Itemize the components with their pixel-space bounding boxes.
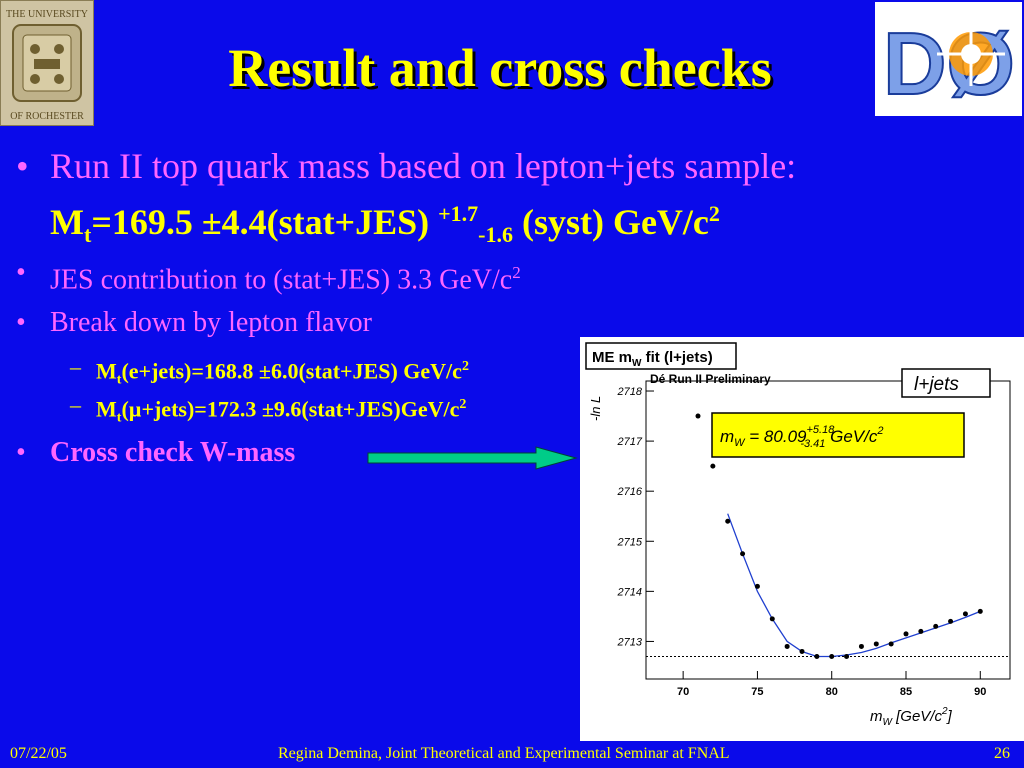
data-point xyxy=(918,628,924,634)
bullet-glyph: • xyxy=(16,307,26,338)
dash-glyph: – xyxy=(70,392,81,417)
e-jets-text: (e+jets)=168.8 ±6.0(stat+JES) GeV/c xyxy=(121,358,462,384)
bullet-run2-text: Run II top quark mass based on lepton+je… xyxy=(50,146,797,186)
x-tick-label: 70 xyxy=(677,686,689,698)
w-mass-fit-chart: 2718 2717 2716 2715 2714 2713 90 85 80 75 70 ME mW… xyxy=(585,342,1011,728)
footer-page-number: 26 xyxy=(994,745,1010,762)
data-point xyxy=(784,643,790,649)
bullet-cross-check: • Cross check W-mass xyxy=(16,436,296,470)
y-tick-label: 2716 xyxy=(617,486,643,498)
data-point xyxy=(903,631,909,637)
logo-left-line1: THE UNIVERSITY xyxy=(6,9,88,20)
mu-jets-symbol: M xyxy=(96,396,117,422)
sub-bullet-e-jets: – Mt(e+jets)=168.8 ±6.0(stat+JES) GeV/c2 xyxy=(70,354,469,394)
legend-label: l+jets xyxy=(914,374,959,395)
data-point xyxy=(858,643,864,649)
dzero-experiment-logo-icon: DØ xyxy=(882,13,1016,114)
e-jets-symbol: M xyxy=(96,358,117,384)
plot-frame xyxy=(645,380,1011,680)
data-point xyxy=(754,583,760,589)
dzero-logo-text: DØ xyxy=(883,14,1015,113)
legend-box xyxy=(901,368,991,398)
data-point xyxy=(873,641,879,647)
bullet-cross-check-text: Cross check W-mass xyxy=(50,437,296,468)
data-point xyxy=(829,653,835,659)
e-jets-power: 2 xyxy=(461,359,469,374)
bullet-glyph: • xyxy=(16,437,26,468)
data-point xyxy=(888,641,894,647)
fit-result-box xyxy=(711,412,965,458)
fit-curve xyxy=(727,513,981,658)
top-mass-unit: (syst) GeV/c xyxy=(512,202,709,242)
bullet-run2-top-mass: • Run II top quark mass based on lepton+… xyxy=(16,146,797,186)
slide-title: Result and cross checks xyxy=(228,38,772,98)
mu-jets-power: 2 xyxy=(459,397,467,412)
syst-down: -1.6 xyxy=(478,222,513,248)
top-mass-unit-power: 2 xyxy=(708,201,720,226)
top-mass-result: Mt=169.5 ±4.4(stat+JES) +1.7-1.6 (syst) … xyxy=(50,192,720,257)
footer-presenter: Regina Demina, Joint Theoretical and Exp… xyxy=(278,745,730,762)
w-mass-fit-plot: 2718 2717 2716 2715 2714 2713 90 85 80 75 70 ME mW… xyxy=(580,337,1024,741)
y-tick-label: 2717 xyxy=(617,436,643,448)
data-point xyxy=(725,518,731,524)
dzero-logo: DØ xyxy=(875,2,1022,116)
syst-up: +1.7 xyxy=(438,201,479,226)
x-tick-label: 80 xyxy=(826,686,838,698)
bullet-jes-contribution: • JES contribution to (stat+JES) 3.3 GeV… xyxy=(16,256,521,297)
logo-left-line2: OF ROCHESTER xyxy=(10,111,84,122)
data-point xyxy=(740,551,746,557)
mu-jets-text: (µ+jets)=172.3 ±9.6(stat+JES)GeV/c xyxy=(121,396,460,422)
bullet-jes-text: JES contribution to (stat+JES) 3.3 GeV/c xyxy=(50,264,513,296)
y-tick-label: 2715 xyxy=(617,536,643,548)
x-tick-label: 85 xyxy=(900,686,912,698)
university-of-rochester-logo: THE UNIVERSITY OF ROCHESTER xyxy=(0,0,94,126)
dash-glyph: – xyxy=(70,354,81,379)
y-tick-label: 2713 xyxy=(617,636,643,648)
top-mass-symbol: M xyxy=(50,202,84,242)
y-tick-label: 2718 xyxy=(617,386,643,398)
data-point xyxy=(933,623,939,629)
data-point xyxy=(948,618,954,624)
data-point xyxy=(769,616,775,622)
bullet-break-down: • Break down by lepton flavor xyxy=(16,306,372,340)
bullet-break-down-text: Break down by lepton flavor xyxy=(50,307,372,338)
data-point xyxy=(977,608,983,614)
chart-subtitle: Dé Run II Preliminary xyxy=(650,372,771,386)
bullet-glyph: • xyxy=(16,146,29,186)
university-seal-icon: THE UNIVERSITY OF ROCHESTER xyxy=(6,9,88,122)
e-jets-subscript: t xyxy=(116,372,122,388)
bullet-jes-power: 2 xyxy=(512,263,521,282)
x-tick-label: 90 xyxy=(974,686,986,698)
x-tick-label: 75 xyxy=(751,686,763,698)
chart-title: ME mW fit (l+jets) xyxy=(592,349,713,369)
data-point xyxy=(710,463,716,469)
sub-bullet-mu-jets: – Mt(µ+jets)=172.3 ±9.6(stat+JES)GeV/c2 xyxy=(70,392,467,432)
data-point xyxy=(844,653,850,659)
data-point xyxy=(814,653,820,659)
bullet-glyph: • xyxy=(16,257,26,288)
y-axis-label: -ln L xyxy=(588,396,603,421)
data-point xyxy=(962,611,968,617)
fit-result-label: mW = 80.09+5.18 -3.41 GeV/c2 xyxy=(720,424,884,450)
arrow-right-icon xyxy=(367,446,578,470)
footer-date: 07/22/05 xyxy=(10,745,67,762)
x-axis-label: mW [GeV/c2] xyxy=(870,706,953,728)
mu-jets-subscript: t xyxy=(116,410,122,426)
data-point xyxy=(799,648,805,654)
top-mass-value: =169.5 ±4.4(stat+JES) xyxy=(91,202,439,242)
y-tick-label: 2714 xyxy=(617,586,642,598)
top-mass-subscript: t xyxy=(83,222,92,248)
chart-title-box xyxy=(585,342,737,370)
data-point xyxy=(695,413,701,419)
